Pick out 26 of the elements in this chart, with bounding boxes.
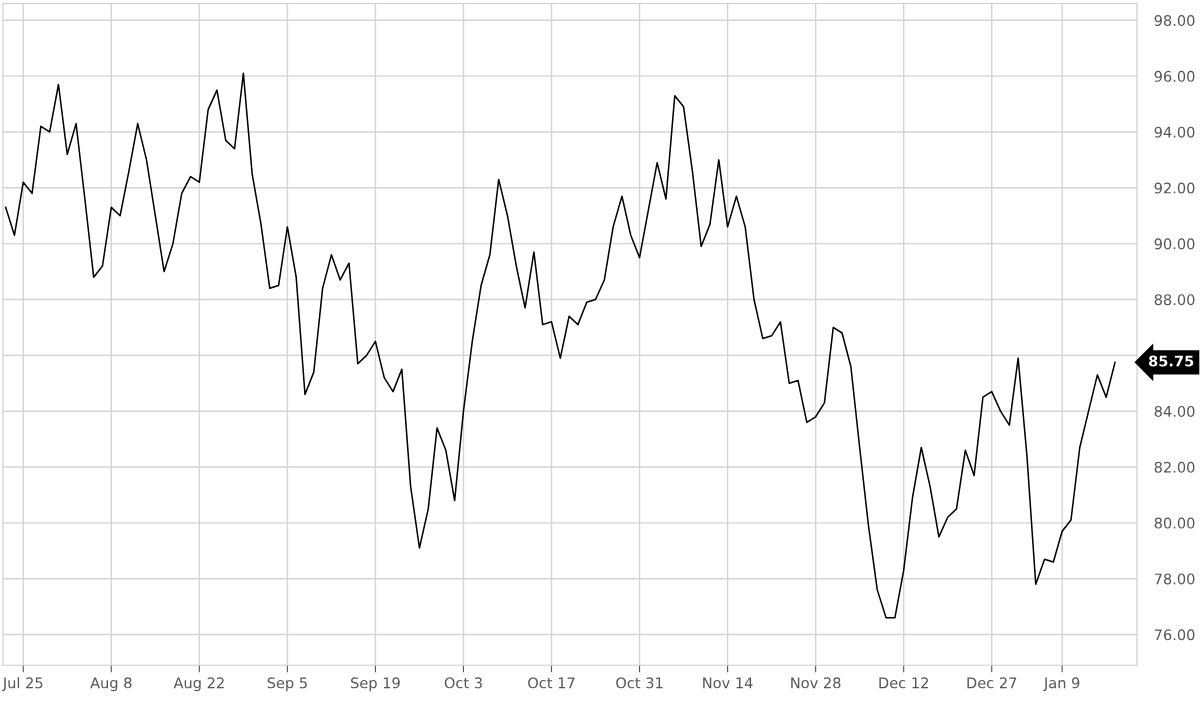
line-series: [4, 72, 1116, 619]
text: 85.75: [1149, 355, 1194, 367]
y-tick-label: 82.00: [1154, 461, 1195, 473]
x-tick-label: Dec 27: [967, 677, 1017, 689]
y-tick-label: 96.00: [1154, 70, 1195, 82]
x-tick-label: Nov 28: [791, 677, 841, 689]
x-tick-label: Aug 22: [173, 677, 224, 692]
y-tick-label: 98.00: [1154, 14, 1195, 27]
x-tick-label: Sep 19: [351, 677, 400, 692]
x-tick-label: Sep 5: [267, 677, 307, 692]
y-tick-label: 84.00: [1154, 405, 1195, 417]
x-tick-label: Jan 9: [1043, 677, 1080, 692]
x-tick-label: Oct 3: [444, 677, 482, 689]
y-tick-label: 80.00: [1154, 517, 1195, 529]
y-tick-label: 76.00: [1154, 629, 1195, 641]
x-tick-label: Oct 31: [616, 677, 663, 689]
x-tick-label: Oct 17: [528, 677, 575, 689]
x-tick-label: Jul 25: [2, 677, 43, 692]
y-tick-label: 78.00: [1154, 573, 1195, 585]
y-tick-label: 88.00: [1154, 294, 1195, 306]
y-tick-label: 92.00: [1154, 182, 1195, 194]
y-tick-label: 90.00: [1154, 238, 1195, 250]
x-tick-label: Aug 8: [90, 677, 132, 692]
y-tick-label: 94.00: [1154, 126, 1195, 138]
x-tick-label: Dec 12: [879, 677, 928, 689]
x-tick-label: Nov 14: [703, 677, 753, 689]
